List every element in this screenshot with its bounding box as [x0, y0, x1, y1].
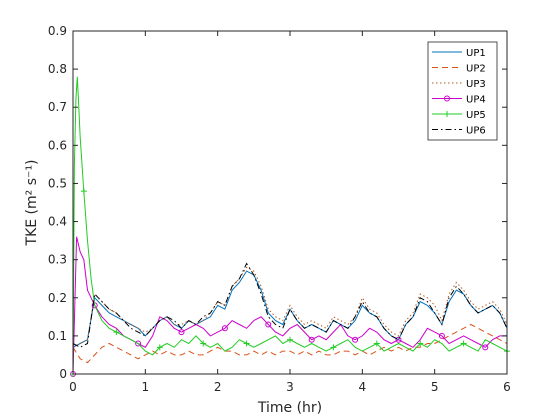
series-point-up4 [438, 332, 445, 339]
y-tick-label: 0.4 [48, 215, 67, 229]
y-axis-title: TKE (m² s⁻¹) [24, 160, 40, 247]
series-point-up5 [373, 340, 380, 347]
y-tick-label: 0.7 [48, 100, 67, 114]
legend-box [427, 41, 498, 141]
y-tick-label: 0.8 [48, 62, 67, 76]
y-tick-label: 0 [59, 367, 67, 381]
ticks-group: 0 1 2 3 4 5 6 0 0.1 0.2 0.3 0.4 0.5 0.6 0.7 0.8 0.9 [48, 24, 511, 394]
series-point-up4 [265, 321, 272, 328]
x-tick-label: 2 [214, 380, 222, 394]
legend-label-up1: UP1 [466, 48, 486, 59]
legend-label-up6: UP6 [466, 126, 486, 137]
series-point-up4 [178, 329, 185, 336]
y-tick-label: 0.5 [48, 176, 67, 190]
y-tick-label: 0.6 [48, 138, 67, 152]
legend-marker-up4 [444, 95, 450, 102]
legend-label-up5: UP5 [466, 110, 486, 121]
series-line-up3 [72, 266, 508, 348]
series-line-up5 [72, 76, 508, 375]
series-line-up2 [72, 323, 508, 364]
y-tick-label: 0.2 [48, 291, 67, 305]
series-point-up5 [156, 344, 163, 351]
series-point-up5 [80, 188, 87, 195]
x-tick-label: 1 [142, 380, 150, 394]
series-point-up5 [200, 340, 207, 347]
series-point-up5 [287, 336, 293, 343]
y-tick-label: 0.1 [48, 329, 67, 343]
x-tick-label: 3 [286, 380, 294, 394]
x-tick-label: 0 [69, 380, 77, 394]
series-point-up4 [135, 340, 142, 347]
series-point-up4 [352, 336, 359, 343]
series-point-up4 [395, 336, 402, 343]
y-tick-label: 0.3 [48, 253, 67, 267]
legend-label-up3: UP3 [466, 79, 486, 90]
series-point-up5 [330, 344, 337, 351]
series-point-up5 [460, 340, 467, 347]
series-point-up5 [417, 340, 424, 347]
legend-label-up4: UP4 [466, 95, 486, 106]
x-tick-label: 6 [503, 380, 511, 394]
legend-label-up2: UP2 [466, 64, 486, 75]
series-point-up4 [482, 344, 489, 351]
legend: UP1 UP2 UP3 UP4 UP5 UP6 [427, 41, 498, 141]
legend-marker-up5 [444, 111, 450, 117]
series-point-up5 [243, 340, 250, 347]
x-tick-label: 4 [359, 380, 367, 394]
x-axis-title: Time (hr) [257, 400, 322, 416]
series-point-up5 [113, 329, 120, 336]
x-tick-label: 5 [431, 380, 439, 394]
y-tick-label: 0.9 [48, 24, 67, 38]
series-point-up4 [308, 336, 315, 343]
series-line-up6 [72, 262, 508, 348]
series-point-up4 [221, 325, 228, 332]
